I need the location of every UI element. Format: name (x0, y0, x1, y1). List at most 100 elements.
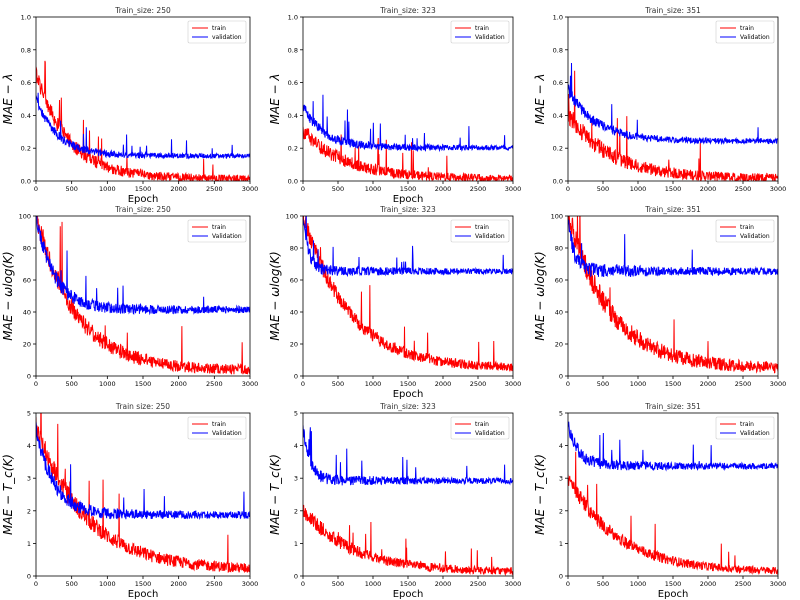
y-tick-label: 0.0 (21, 178, 31, 186)
x-tick-label: 0 (301, 380, 305, 388)
legend-label: Validation (212, 233, 242, 240)
y-tick-label: 0 (27, 573, 31, 581)
legend-label: train (475, 421, 489, 428)
x-tick-label: 2000 (700, 380, 717, 388)
y-tick-label: 1 (27, 540, 31, 548)
y-tick-label: 0.8 (21, 46, 31, 54)
x-tick-label: 1500 (665, 185, 682, 193)
x-axis-label: Epoch (393, 194, 424, 205)
y-axis-label: MAE − λ (533, 74, 547, 125)
y-tick-label: 100 (19, 213, 31, 221)
x-tick-label: 2000 (435, 185, 452, 193)
y-tick-label: 0.4 (21, 112, 31, 120)
y-tick-label: 2 (294, 507, 298, 515)
legend-label: train (212, 25, 226, 32)
x-tick-label: 2000 (700, 185, 717, 193)
legend: train Validation (450, 416, 510, 440)
x-axis-label: Epoch (128, 589, 159, 600)
x-tick-label: 0 (34, 580, 38, 588)
x-tick-label: 0 (566, 580, 570, 588)
x-tick-label: 0 (566, 185, 570, 193)
x-tick-label: 3000 (242, 580, 259, 588)
subplot-title: Train_size: 323 (379, 6, 436, 15)
x-tick-label: 3000 (770, 185, 787, 193)
y-tick-label: 100 (286, 213, 298, 221)
y-tick-label: 80 (23, 245, 31, 253)
y-tick-label: 40 (555, 309, 563, 317)
series-line-train (36, 60, 250, 181)
x-tick-label: 500 (597, 380, 609, 388)
x-tick-label: 1000 (99, 580, 116, 588)
y-tick-label: 0.0 (288, 178, 298, 186)
y-tick-label: 80 (290, 245, 298, 253)
x-tick-label: 3000 (505, 380, 522, 388)
y-tick-label: 0 (27, 373, 31, 381)
subplot-title: Train_size: 250 (114, 205, 171, 214)
y-tick-label: 40 (290, 309, 298, 317)
legend-label: Validation (740, 34, 770, 41)
legend-label: validation (212, 34, 242, 41)
y-axis-label: MAE − T_c(K) (268, 454, 282, 535)
series-line-validation (568, 421, 778, 472)
x-tick-label: 1500 (665, 580, 682, 588)
y-tick-label: 0.2 (21, 145, 31, 153)
x-tick-label: 3000 (770, 380, 787, 388)
subplot-1: 0 500 1000 1500 2000 2500 3000 0.0 0.2 0.4 0.6 0.8 1… (1, 6, 258, 205)
x-tick-label: 0 (566, 380, 570, 388)
x-tick-label: 2500 (470, 580, 487, 588)
x-tick-label: 1000 (630, 185, 647, 193)
y-tick-label: 0.4 (288, 112, 298, 120)
y-axis-label: MAE − ωlog(K) (268, 251, 282, 340)
legend: train Validation (187, 416, 247, 440)
y-tick-label: 2 (559, 507, 563, 515)
series-line-train (303, 504, 513, 576)
series-line-validation (36, 421, 250, 520)
legend: train Validation (715, 20, 775, 44)
y-axis-label: MAE − λ (1, 74, 15, 125)
series-line-validation (303, 94, 513, 153)
y-axis-label: MAE − ωlog(K) (1, 251, 15, 340)
y-tick-label: 1 (559, 540, 563, 548)
y-tick-label: 0.4 (553, 112, 563, 120)
x-tick-label: 500 (332, 380, 344, 388)
subplot-title: Train_size: 323 (379, 402, 436, 411)
subplot-4: 0 500 1000 1500 2000 2500 3000 0 20 40 60 80 100 Trai… (1, 205, 258, 388)
y-tick-label: 60 (555, 277, 563, 285)
legend: train Validation (450, 20, 510, 44)
y-tick-label: 0.6 (21, 79, 31, 87)
x-tick-label: 0 (34, 380, 38, 388)
x-tick-label: 1500 (135, 580, 152, 588)
y-tick-label: 4 (294, 442, 298, 450)
legend-label: train (475, 224, 489, 231)
subplot-2: 0 500 1000 1500 2000 2500 3000 0.0 0.2 0.4 0.6 0.8 1… (268, 6, 521, 205)
legend-label: train (212, 421, 226, 428)
series-line-validation (568, 219, 778, 278)
x-tick-label: 1500 (400, 380, 417, 388)
x-tick-label: 1000 (365, 380, 382, 388)
x-tick-label: 2500 (470, 380, 487, 388)
x-tick-label: 1000 (365, 185, 382, 193)
x-tick-label: 2500 (735, 580, 752, 588)
legend: train Validation (450, 219, 510, 243)
y-tick-label: 2 (27, 507, 31, 515)
y-tick-label: 0.6 (553, 79, 563, 87)
x-tick-label: 500 (65, 380, 77, 388)
y-tick-label: 0.8 (553, 46, 563, 54)
legend-label: Validation (740, 430, 770, 437)
legend: train validation (187, 20, 247, 44)
y-tick-label: 0 (294, 573, 298, 581)
y-tick-label: 4 (559, 442, 563, 450)
series-line-train (568, 451, 778, 576)
x-tick-label: 2000 (170, 380, 187, 388)
subplot-title: Train_size: 351 (644, 205, 701, 214)
y-tick-label: 60 (290, 277, 298, 285)
x-tick-label: 1000 (630, 380, 647, 388)
x-tick-label: 1500 (400, 185, 417, 193)
x-axis-label: Epoch (393, 389, 424, 400)
series-line-validation (303, 425, 513, 486)
legend-label: Validation (212, 430, 242, 437)
y-axis-label: MAE − T_c(K) (533, 454, 547, 535)
x-tick-label: 2500 (206, 580, 223, 588)
y-tick-label: 5 (27, 410, 31, 418)
